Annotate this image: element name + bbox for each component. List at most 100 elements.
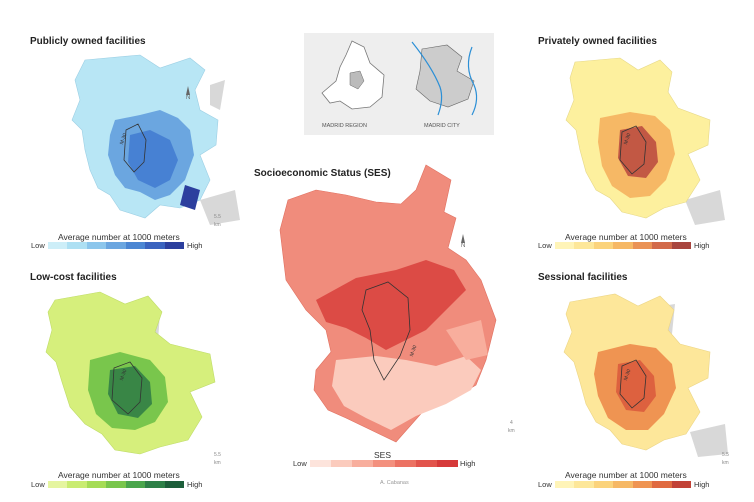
ses-ramp-swatch-1 <box>331 460 353 467</box>
ses-map-lowest-area <box>446 320 488 360</box>
private-ramp-swatch-3 <box>613 242 633 249</box>
private-ramp-swatch-5 <box>652 242 672 249</box>
map-credit: A. Cabanas <box>380 480 409 486</box>
lowcost-ramp-swatch-5 <box>145 481 165 488</box>
sessional-ramp-swatch-4 <box>632 481 653 488</box>
public-ramp-swatch-4 <box>125 242 146 249</box>
lowcost-ramp-swatch-6 <box>164 481 184 488</box>
public-ramp-swatch-3 <box>106 242 126 249</box>
private-ramp-swatch-6 <box>671 242 691 249</box>
ses-map <box>279 164 497 443</box>
public-ramp-swatch-6 <box>164 242 184 249</box>
lowcost-ramp-swatch-4 <box>125 481 146 488</box>
lowcost-map-title: Low-cost facilities <box>30 272 117 283</box>
ses-ramp-swatch-5 <box>415 460 437 467</box>
private-map-hot-area <box>618 126 658 178</box>
private-legend-high: High <box>694 241 710 250</box>
north-label: N <box>186 95 191 101</box>
lowcost-map-m30-ring <box>111 361 143 415</box>
lowcost-ramp-swatch-0 <box>48 481 68 488</box>
inset-region-map <box>321 40 385 110</box>
public-scale-unit: km <box>214 222 221 228</box>
public-map <box>71 54 240 225</box>
public-legend-low: Low <box>31 241 45 250</box>
sessional-ramp-swatch-5 <box>652 481 672 488</box>
inset-river-2 <box>467 46 478 116</box>
public-north-arrow: N <box>186 86 190 101</box>
lowcost-legend-ramp <box>48 481 184 488</box>
public-scale-label: 5.5 <box>214 214 221 220</box>
inset-region-city <box>349 70 365 90</box>
lowcost-map-dark-area <box>108 366 152 418</box>
public-map-title: Publicly owned facilities <box>30 36 146 47</box>
sessional-legend-low: Low <box>538 480 552 489</box>
ses-map-title: Socioeconomic Status (SES) <box>254 168 391 179</box>
public-legend-high: High <box>187 241 203 250</box>
inset-city-shape <box>415 44 475 108</box>
public-ramp-swatch-0 <box>48 242 68 249</box>
private-ramp-swatch-1 <box>574 242 594 249</box>
lowcost-ramp-swatch-3 <box>106 481 126 488</box>
ses-ramp-swatch-2 <box>352 460 374 467</box>
ses-map-low-area <box>332 356 481 430</box>
sessional-legend-ramp <box>555 481 691 488</box>
ses-map-m30-ring <box>361 281 411 381</box>
ses-scale-label: 4 <box>510 420 513 426</box>
inset-panel: MADRID REGION MADRID CITY <box>304 33 494 135</box>
inset-river-1 <box>411 41 443 116</box>
lowcost-map <box>45 291 216 455</box>
ses-scale-unit: km <box>508 428 515 434</box>
north-arrow-icon <box>186 86 191 95</box>
ses-legend-ramp <box>310 460 458 467</box>
private-ramp-swatch-2 <box>593 242 614 249</box>
lowcost-legend-high: High <box>187 480 203 489</box>
lowcost-legend-low: Low <box>31 480 45 489</box>
ses-north-arrow: N <box>461 234 465 249</box>
inset-city-label: MADRID CITY <box>424 123 460 129</box>
ses-legend-low: Low <box>293 459 307 468</box>
sessional-scale-unit: km <box>722 460 729 466</box>
private-legend-low: Low <box>538 241 552 250</box>
lowcost-legend-caption: Average number at 1000 meters <box>58 470 180 480</box>
ses-legend-caption: SES <box>374 450 392 460</box>
sessional-ramp-swatch-0 <box>555 481 575 488</box>
public-map-dark-area <box>128 130 178 188</box>
public-map-deep-area <box>180 185 200 210</box>
sessional-legend-caption: Average number at 1000 meters <box>565 470 687 480</box>
sessional-ramp-swatch-3 <box>613 481 633 488</box>
ses-map-high-area <box>316 260 466 350</box>
north-label: N <box>461 243 466 249</box>
sessional-map <box>563 293 728 457</box>
sessional-ramp-swatch-2 <box>593 481 614 488</box>
sessional-ramp-swatch-6 <box>671 481 691 488</box>
public-map-m30-ring <box>123 123 147 173</box>
private-legend-caption: Average number at 1000 meters <box>565 232 687 242</box>
sessional-map-title: Sessional facilities <box>538 272 628 283</box>
lowcost-ramp-swatch-2 <box>86 481 107 488</box>
public-map-gray-area <box>200 80 240 225</box>
private-ramp-swatch-0 <box>555 242 575 249</box>
sessional-map-m30-ring <box>619 359 647 409</box>
ses-ramp-swatch-0 <box>310 460 332 467</box>
private-map <box>565 57 725 225</box>
sessional-scale-label: 5.5 <box>722 452 729 458</box>
ses-legend-high: High <box>460 459 476 468</box>
private-map-m30-ring <box>619 125 647 175</box>
ses-ramp-swatch-6 <box>436 460 458 467</box>
private-legend-ramp <box>555 242 691 249</box>
private-ramp-swatch-4 <box>632 242 653 249</box>
public-ramp-swatch-2 <box>86 242 107 249</box>
public-legend-caption: Average number at 1000 meters <box>58 232 180 242</box>
sessional-map-hot-area <box>616 360 656 412</box>
north-arrow-icon <box>461 234 466 243</box>
private-map-title: Privately owned facilities <box>538 36 657 47</box>
ses-ramp-swatch-3 <box>373 460 395 467</box>
lowcost-ramp-swatch-1 <box>67 481 87 488</box>
lowcost-scale-label: 5.5 <box>214 452 221 458</box>
inset-region-label: MADRID REGION <box>322 123 367 129</box>
public-ramp-swatch-1 <box>67 242 87 249</box>
sessional-ramp-swatch-1 <box>574 481 594 488</box>
inset-city-map <box>411 41 478 116</box>
sessional-legend-high: High <box>694 480 710 489</box>
public-legend-ramp <box>48 242 184 249</box>
